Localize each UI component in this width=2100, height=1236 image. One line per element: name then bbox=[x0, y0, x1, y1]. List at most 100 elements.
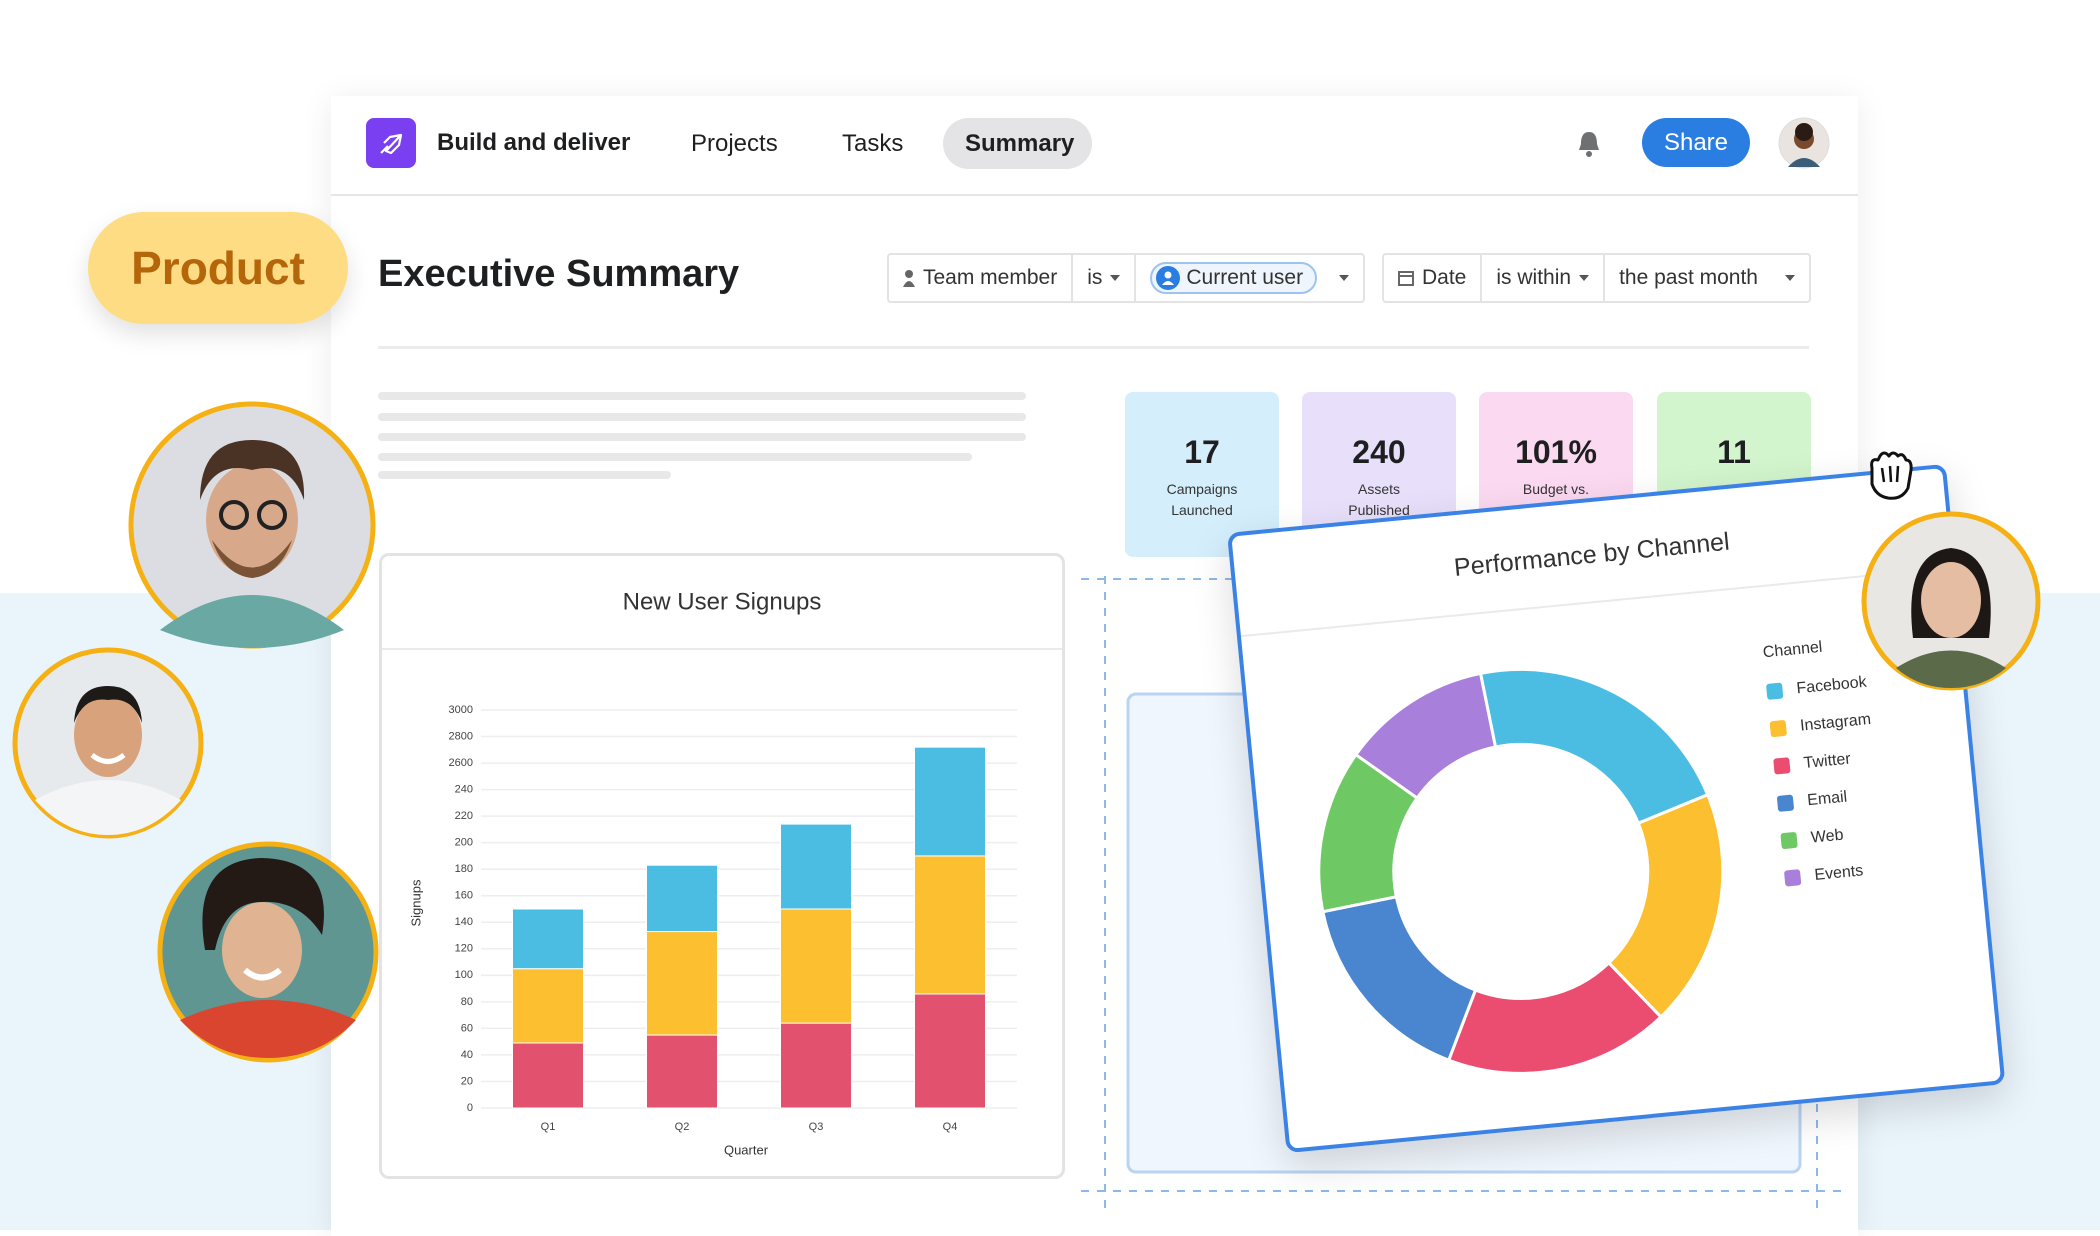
caret bbox=[1110, 275, 1121, 281]
y-tick-label: 0 bbox=[467, 1102, 473, 1114]
filter-field-text: Date bbox=[1422, 266, 1467, 289]
avatar bbox=[1861, 511, 2041, 691]
y-tick-label: 220 bbox=[455, 810, 473, 822]
active-tab-bg bbox=[943, 118, 1092, 169]
donut-slice bbox=[1478, 667, 1710, 826]
y-tick-label: 2600 bbox=[449, 757, 473, 769]
bell-icon[interactable] bbox=[1576, 129, 1602, 159]
divider bbox=[378, 346, 1809, 349]
bar-segment bbox=[914, 993, 986, 1109]
y-tick-label: 160 bbox=[455, 890, 473, 902]
top-bar: Build and deliver Projects Tasks Summary… bbox=[331, 96, 1858, 196]
app-name: Build and deliver bbox=[437, 129, 631, 156]
legend-swatch bbox=[1769, 720, 1787, 738]
bar-segment bbox=[512, 968, 584, 1044]
y-axis-label: Signups bbox=[408, 879, 423, 926]
y-tick-label: 240 bbox=[455, 784, 473, 796]
y-tick-label: 100 bbox=[455, 969, 473, 981]
caret bbox=[1579, 275, 1590, 281]
caret bbox=[1785, 275, 1795, 281]
tab[interactable]: Tasks bbox=[842, 130, 904, 157]
user-avatar[interactable] bbox=[1778, 117, 1830, 169]
x-tick-label: Q1 bbox=[541, 1121, 556, 1133]
y-tick-label: 180 bbox=[455, 863, 473, 875]
kpi-value: 17 bbox=[1184, 434, 1220, 470]
legend-label: Facebook bbox=[1796, 674, 1869, 698]
donut-chart-card[interactable]: Performance by Channel Channel Facebook I… bbox=[1227, 463, 2006, 1154]
legend-title: Channel bbox=[1762, 639, 1823, 662]
app-logo bbox=[366, 118, 416, 168]
kpi-value: 101% bbox=[1515, 434, 1597, 470]
tab[interactable]: Projects bbox=[691, 130, 778, 157]
legend-swatch bbox=[1784, 869, 1802, 887]
person-icon bbox=[1156, 266, 1181, 290]
y-tick-label: 200 bbox=[455, 837, 473, 849]
y-tick-label: 20 bbox=[461, 1075, 473, 1087]
x-tick-label: Q4 bbox=[943, 1121, 958, 1133]
page-title: Executive Summary bbox=[378, 253, 740, 295]
y-tick-label: 140 bbox=[455, 916, 473, 928]
filter[interactable]: Team member is Current user bbox=[887, 253, 1365, 303]
filter-operator[interactable]: is bbox=[1073, 255, 1137, 301]
y-tick-label: 2800 bbox=[449, 730, 473, 742]
legend-label: Web bbox=[1810, 827, 1844, 847]
y-tick-label: 3000 bbox=[449, 704, 473, 716]
placeholder-line bbox=[378, 433, 1026, 441]
filter-value[interactable]: Current user bbox=[1136, 255, 1363, 301]
filter-field-text: Team member bbox=[923, 266, 1058, 289]
bar-segment bbox=[646, 864, 718, 933]
share-button[interactable]: Share bbox=[1642, 118, 1750, 167]
avatar bbox=[157, 841, 379, 1063]
tab[interactable]: Summary bbox=[965, 130, 1075, 157]
bar-chart: New User Signups Quarter Signups 0 20 40 60… bbox=[382, 588, 1062, 1157]
bar-chart-card: New User Signups Quarter Signups 0 20 40 60… bbox=[379, 553, 1065, 1179]
y-tick-label: 120 bbox=[455, 943, 473, 955]
avatar bbox=[12, 647, 204, 839]
kpi-label: Campaigns Launched bbox=[1166, 481, 1238, 518]
filter[interactable]: Date is within the past month bbox=[1382, 253, 1811, 303]
filter-value-text: the past month bbox=[1619, 266, 1758, 289]
placeholder-line bbox=[378, 413, 1026, 421]
placeholder-line bbox=[378, 392, 1026, 400]
bar-segment bbox=[780, 908, 852, 1024]
x-tick-label: Q3 bbox=[809, 1121, 824, 1133]
bar-segment bbox=[914, 855, 986, 995]
filter-operator[interactable]: is within bbox=[1482, 255, 1606, 301]
x-tick-label: Q2 bbox=[675, 1121, 690, 1133]
avatars bbox=[12, 401, 379, 1063]
y-tick-label: 60 bbox=[461, 1022, 473, 1034]
bar-segment bbox=[780, 1022, 852, 1109]
chart-title: Performance by Channel bbox=[1453, 528, 1731, 582]
legend-label: Instagram bbox=[1799, 711, 1871, 735]
bar-segment bbox=[512, 908, 584, 970]
placeholder-line bbox=[378, 471, 671, 479]
y-tick-label: 40 bbox=[461, 1049, 473, 1061]
grab-cursor bbox=[1870, 451, 1913, 500]
bar-segment bbox=[646, 1034, 718, 1109]
caret bbox=[1339, 275, 1349, 281]
bar-segment bbox=[914, 746, 986, 857]
legend-label: Email bbox=[1807, 789, 1848, 810]
legend-swatch bbox=[1777, 794, 1794, 812]
product-badge: Product bbox=[88, 212, 348, 324]
kpi-label: Budget vs. bbox=[1522, 481, 1590, 497]
bar-segment bbox=[512, 1042, 584, 1109]
legend-label: Events bbox=[1814, 862, 1864, 884]
y-tick-label: 80 bbox=[461, 996, 473, 1008]
filter-operator-text: is within bbox=[1496, 266, 1572, 289]
kpi-value: 240 bbox=[1352, 434, 1406, 470]
donut-chart: Performance by Channel Channel Facebook I… bbox=[1240, 528, 1952, 1075]
legend-swatch bbox=[1780, 832, 1798, 850]
person-icon bbox=[903, 270, 915, 287]
filter-operator-text: is bbox=[1087, 266, 1103, 289]
avatars bbox=[1861, 511, 2041, 691]
legend-swatch bbox=[1773, 757, 1791, 775]
legend-swatch bbox=[1766, 682, 1784, 700]
donut-slice bbox=[1353, 671, 1498, 801]
filter-field: Team member bbox=[889, 255, 1074, 301]
value-chip: Current user bbox=[1150, 262, 1318, 294]
chart-title: New User Signups bbox=[623, 588, 822, 615]
filter-value[interactable]: the past month bbox=[1605, 255, 1809, 301]
bar-segment bbox=[646, 931, 718, 1036]
